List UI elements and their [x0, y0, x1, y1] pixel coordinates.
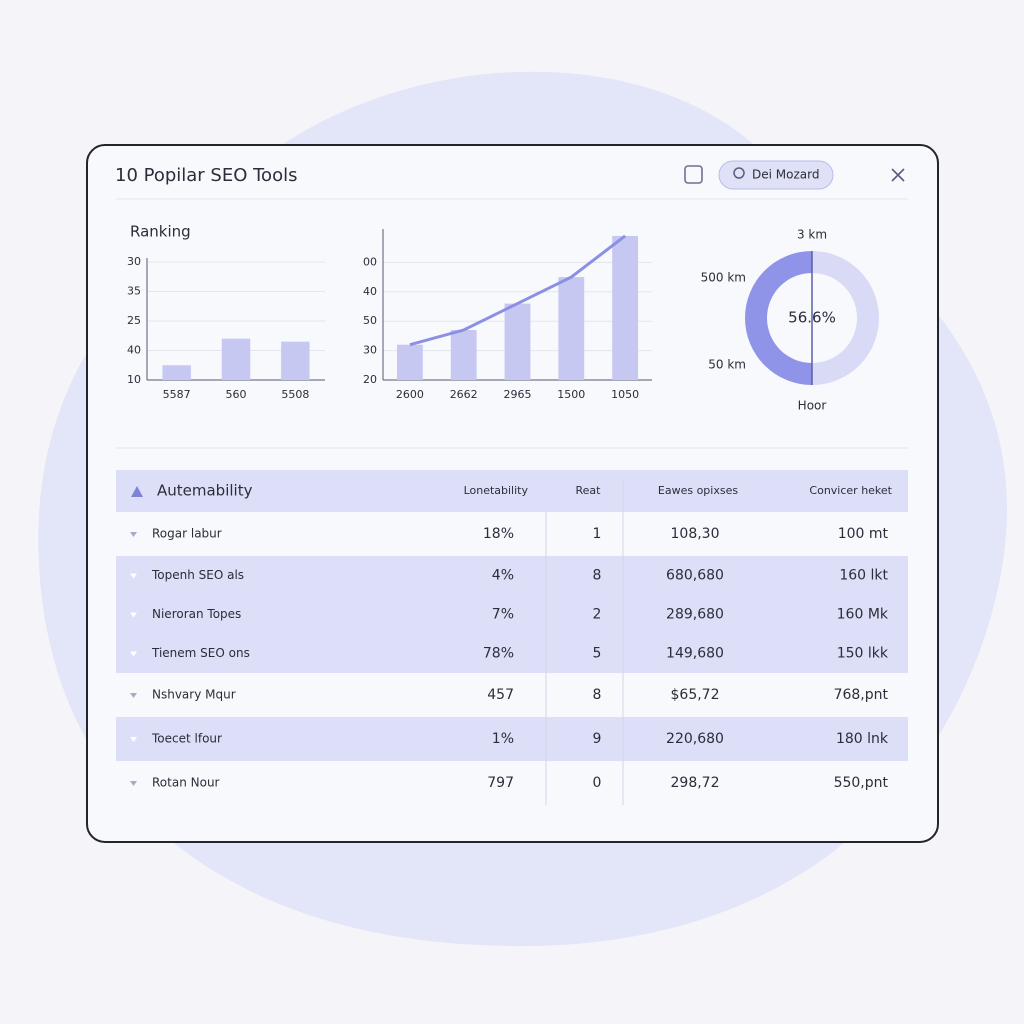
table-cell: 8	[593, 687, 602, 703]
x-tick-label: 2662	[450, 388, 478, 401]
table-cell: 4%	[492, 568, 514, 584]
donut-segment	[745, 251, 812, 385]
table-cell: 7%	[492, 607, 514, 623]
table-cell: 1%	[492, 731, 514, 747]
x-tick-label: 2965	[504, 388, 532, 401]
y-tick-label: 35	[127, 285, 141, 298]
sort-icon	[131, 486, 143, 497]
y-tick-label: 10	[127, 373, 141, 386]
table-cell: 78%	[483, 646, 514, 662]
donut-label: 500 km	[701, 271, 746, 285]
row-caret	[130, 573, 137, 579]
table-cell: Rotan Nour	[152, 776, 220, 790]
table-cell: 768,pnt	[834, 687, 889, 703]
row-caret	[130, 781, 137, 786]
row-caret	[130, 532, 137, 537]
bar	[162, 365, 191, 380]
table-cell: Tienem SEO ons	[151, 646, 250, 660]
table-cell: 160 Mk	[837, 607, 889, 623]
y-tick-label: 20	[363, 373, 377, 386]
x-tick-label: 5587	[163, 388, 191, 401]
row-caret	[130, 612, 137, 618]
bar	[558, 277, 585, 380]
table-cell: 2	[593, 607, 602, 623]
column-header: Convicer heket	[809, 484, 892, 497]
table-cell: 149,680	[666, 646, 724, 662]
bar	[396, 344, 423, 380]
table-cell: 298,72	[671, 775, 720, 791]
table-cell: 0	[593, 775, 602, 791]
table-cell: 8	[593, 568, 602, 584]
bar	[221, 338, 251, 380]
bar	[281, 341, 310, 380]
table-cell: 797	[487, 775, 514, 791]
table-cell: 100 mt	[838, 526, 889, 542]
table-cell: 1	[593, 526, 602, 542]
column-header: Autemability	[157, 482, 253, 500]
donut-center-label: 56.6%	[788, 309, 836, 327]
donut-segment	[812, 251, 879, 385]
search-icon	[733, 167, 745, 179]
chart-title: Ranking	[130, 223, 191, 241]
y-tick-label: 40	[363, 285, 377, 298]
y-tick-label: 25	[127, 314, 141, 327]
row-highlight	[116, 717, 908, 761]
row-highlight	[116, 556, 908, 595]
table-cell: Toecet lfour	[151, 732, 222, 746]
table-cell: 9	[593, 731, 602, 747]
y-tick-label: 50	[363, 314, 377, 327]
window-title: 10 Popilar SEO Tools	[115, 165, 297, 186]
row-caret	[130, 693, 137, 698]
bar	[450, 330, 477, 380]
icon-button[interactable]	[684, 165, 703, 184]
table-cell: 680,680	[666, 568, 724, 584]
search-box[interactable]	[718, 160, 834, 190]
row-caret	[130, 651, 137, 657]
line	[409, 234, 627, 347]
row-caret	[130, 737, 137, 742]
x-tick-label: 5508	[281, 388, 309, 401]
table-cell: 550,pnt	[834, 775, 889, 791]
table-cell: 108,30	[671, 526, 720, 542]
y-tick-label: 40	[127, 344, 141, 357]
table-cell: Rogar labur	[152, 527, 222, 541]
table-cell: Nieroran Topes	[152, 607, 241, 621]
table-cell: 180 lnk	[836, 731, 889, 747]
y-tick-label: 00	[363, 255, 377, 268]
column-header: Lonetability	[464, 484, 529, 497]
x-tick-label: 2600	[396, 388, 424, 401]
table-cell: $65,72	[671, 687, 720, 703]
row-highlight	[116, 595, 908, 634]
donut-label: 3 km	[797, 228, 827, 242]
y-tick-label: 30	[363, 344, 377, 357]
table-cell: 18%	[483, 526, 514, 542]
bar	[504, 303, 531, 380]
table-cell: 220,680	[666, 731, 724, 747]
table-cell: 150 lkk	[837, 646, 889, 662]
table-cell: 289,680	[666, 607, 724, 623]
x-tick-label: 560	[226, 388, 247, 401]
y-tick-label: 30	[127, 255, 141, 268]
row-highlight	[116, 634, 908, 673]
table-cell: 457	[487, 687, 514, 703]
close-button[interactable]	[891, 168, 905, 182]
table-cell: 5	[593, 646, 602, 662]
bar	[612, 235, 639, 380]
x-tick-label: 1050	[611, 388, 639, 401]
donut-label: 50 km	[708, 358, 746, 372]
x-tick-label: 1500	[557, 388, 585, 401]
table-header	[116, 470, 908, 512]
column-header: Eawes opixses	[658, 484, 738, 497]
table-cell: 160 lkt	[839, 568, 888, 584]
donut-label: Hoor	[798, 399, 827, 413]
table-cell: Topenh SEO als	[151, 568, 244, 582]
column-header: Reat	[576, 484, 602, 497]
table-cell: Nshvary Mqur	[152, 688, 236, 702]
search-text: Dei Mozard	[752, 168, 819, 182]
